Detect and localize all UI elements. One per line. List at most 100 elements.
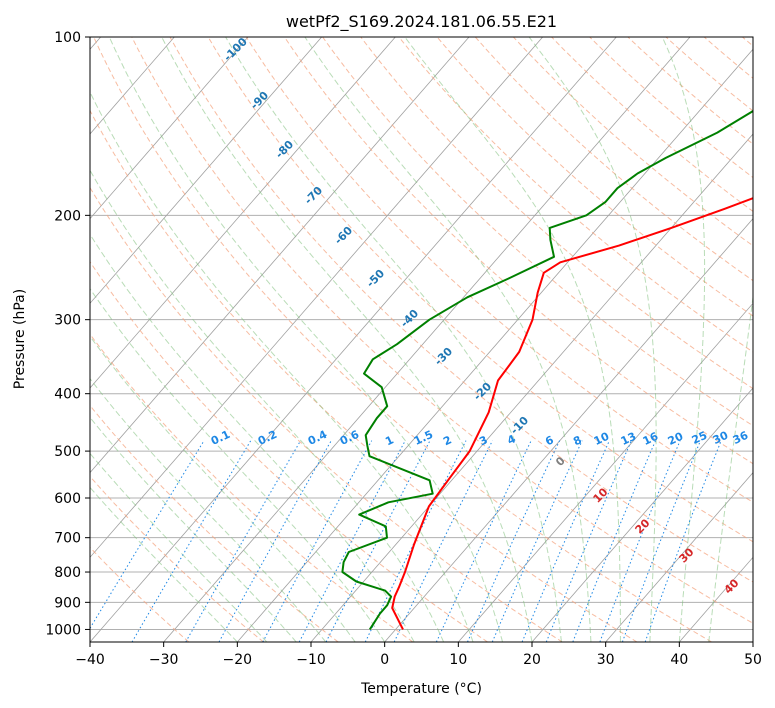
y-tick-label: 400	[54, 387, 81, 403]
moist-adiabat-line	[708, 292, 753, 642]
isotherm-line	[458, 302, 753, 642]
isotherm-line	[605, 472, 753, 642]
dry-adiabat-line	[90, 475, 264, 642]
moist-adiabat-line	[90, 335, 356, 642]
dewpoint-profile-line	[341, 109, 753, 630]
isotherm-line	[384, 218, 753, 642]
mixing-ratio-line	[262, 440, 373, 642]
moist-adiabat-label: 20	[633, 516, 653, 536]
plot-frame	[89, 36, 754, 643]
dry-adiabat-label: -60	[332, 224, 355, 247]
dry-adiabat-line	[551, 37, 753, 212]
moist-adiabat-line	[404, 37, 621, 642]
moist-adiabat-line	[225, 37, 562, 642]
mixing-ratio-line	[467, 440, 561, 642]
y-tick-label: 300	[54, 313, 81, 329]
mixing-ratio-line	[521, 440, 610, 642]
dry-adiabat-line	[169, 37, 753, 583]
x-axis-title: Temperature (°C)	[360, 681, 482, 697]
dry-adiabat-label: -80	[273, 138, 296, 161]
moist-adiabat-line	[90, 416, 297, 642]
x-tick-label: 30	[597, 652, 615, 668]
mixing-ratio-line	[131, 440, 252, 642]
dry-adiabat-line	[90, 333, 414, 642]
isotherm-line	[310, 133, 753, 642]
mixing-ratio-line	[572, 440, 657, 642]
mixing-ratio-line	[545, 440, 632, 642]
x-tick-label: 20	[523, 652, 541, 668]
moist-adiabat-label: 40	[722, 576, 742, 596]
dry-adiabat-label: -70	[302, 184, 325, 207]
y-tick-label: 500	[54, 444, 81, 460]
mixing-ratio-label: 20	[666, 430, 686, 448]
dry-adiabat-line	[398, 37, 753, 353]
moist-adiabat-line	[661, 37, 706, 642]
x-tick-label: 10	[449, 652, 467, 668]
dry-adiabat-line	[90, 109, 638, 642]
dry-adiabat-line	[703, 37, 753, 79]
mixing-ratio-label: 16	[641, 430, 661, 448]
dry-adiabat-line	[90, 186, 563, 642]
mixing-ratio-label: 2	[441, 433, 453, 448]
mixing-ratio-line	[644, 440, 722, 642]
mixing-ratio-label: 13	[619, 430, 638, 448]
mixing-ratio-label: 0.1	[209, 428, 232, 448]
y-tick-label: 700	[54, 531, 81, 547]
moist-adiabat-line	[528, 37, 657, 642]
mixing-ratio-label: 10	[592, 430, 612, 448]
dry-adiabat-label: -50	[364, 267, 387, 290]
dry-adiabat-line	[90, 404, 339, 642]
isotherm-line	[163, 37, 691, 642]
mixing-ratio-line	[599, 440, 681, 642]
mixing-ratio-line	[90, 440, 205, 630]
isotherm-line	[90, 37, 617, 642]
isotherm-line	[90, 37, 543, 558]
y-tick-label: 800	[54, 565, 81, 581]
dry-adiabat-line	[742, 37, 753, 47]
x-tick-label: −10	[296, 652, 326, 668]
y-tick-label: 900	[54, 595, 81, 611]
mixing-ratio-label: 3	[477, 433, 489, 448]
mixing-ratio-line	[218, 440, 332, 642]
x-tick-label: −20	[223, 652, 253, 668]
dry-adiabat-line	[360, 37, 753, 390]
dry-adiabat-line	[93, 37, 712, 642]
x-tick-label: 40	[670, 652, 688, 668]
dry-adiabat-label: -40	[398, 307, 421, 330]
moist-adiabat-line	[304, 37, 592, 642]
isotherm-line	[752, 641, 753, 642]
chart-title: wetPf2_S169.2024.181.06.55.E21	[286, 12, 557, 32]
x-tick-label: −30	[149, 652, 179, 668]
y-tick-label: 100	[54, 30, 81, 46]
temperature-profile-line	[391, 197, 753, 630]
isotherm-line	[90, 37, 470, 474]
y-tick-label: 1000	[45, 622, 81, 638]
moist-adiabat-line	[90, 169, 445, 642]
dry-adiabat-line	[245, 37, 753, 503]
y-axis-title: Pressure (hPa)	[12, 289, 28, 389]
x-tick-label: −40	[75, 652, 105, 668]
x-tick-label: 0	[380, 652, 389, 668]
isotherm-line	[531, 387, 753, 642]
isotherm-line	[237, 48, 753, 642]
mixing-ratio-label: 1	[383, 433, 395, 448]
mixing-ratio-line	[185, 440, 302, 642]
mixing-ratio-label: 1.5	[412, 428, 435, 448]
moist-adiabat-line	[90, 287, 386, 642]
dry-adiabat-line	[131, 37, 753, 624]
moist-adiabat-line	[90, 90, 474, 642]
mixing-ratio-label: 25	[690, 429, 709, 447]
moist-adiabat-line	[108, 37, 503, 642]
y-tick-label: 600	[54, 491, 81, 507]
dry-adiabat-line	[90, 260, 488, 642]
isotherm-line	[90, 37, 322, 304]
moist-adiabat-label: 10	[591, 485, 611, 505]
dry-adiabat-line	[436, 37, 753, 317]
isotherm-line	[90, 37, 396, 389]
mixing-ratio-line	[491, 440, 583, 642]
isotherm-line	[90, 37, 249, 220]
mixing-ratio-line	[435, 440, 532, 642]
dry-adiabat-line	[322, 37, 753, 427]
dry-adiabat-label: -30	[432, 345, 455, 368]
x-tick-label: 50	[744, 652, 762, 668]
